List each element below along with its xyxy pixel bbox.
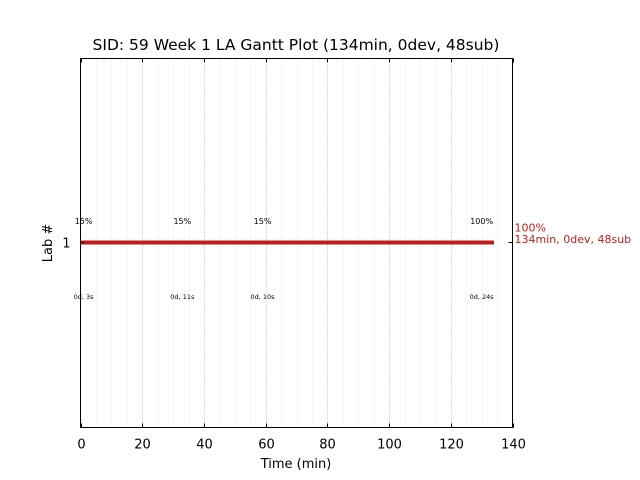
x-tick-label: 140 [501,438,526,453]
x-tick-label: 80 [319,438,336,453]
marker-detail-label: 0d, 24s [470,293,495,301]
marker-percent-label: 15% [75,217,93,226]
x-tick-label: 20 [134,438,151,453]
marker-detail-label: 0d, 10s [251,293,276,301]
row-completion-label: 100% [515,222,546,235]
x-tick-label: 0 [77,438,85,453]
marker-detail-label: 0d, 3s [74,293,95,301]
x-axis-label: Time (min) [260,457,332,472]
marker-percent-label: 15% [254,217,272,226]
x-tick-label: 40 [196,438,213,453]
x-tick-label: 120 [439,438,464,453]
marker-percent-label: 100% [470,217,493,226]
marker-detail-label: 0d, 11s [170,293,195,301]
marker-percent-label: 15% [173,217,191,226]
y-axis-ticks: 1 [62,237,513,252]
row-summary-label: 134min, 0dev, 48sub [515,233,632,246]
chart-title: SID: 59 Week 1 LA Gantt Plot (134min, 0d… [93,36,500,54]
y-tick-label: 1 [62,237,70,252]
x-tick-label: 60 [258,438,275,453]
y-axis-label: Lab # [41,224,56,263]
x-tick-label: 100 [377,438,402,453]
x-axis-ticks: 0 20 40 60 80 100 120 140 [77,58,526,453]
